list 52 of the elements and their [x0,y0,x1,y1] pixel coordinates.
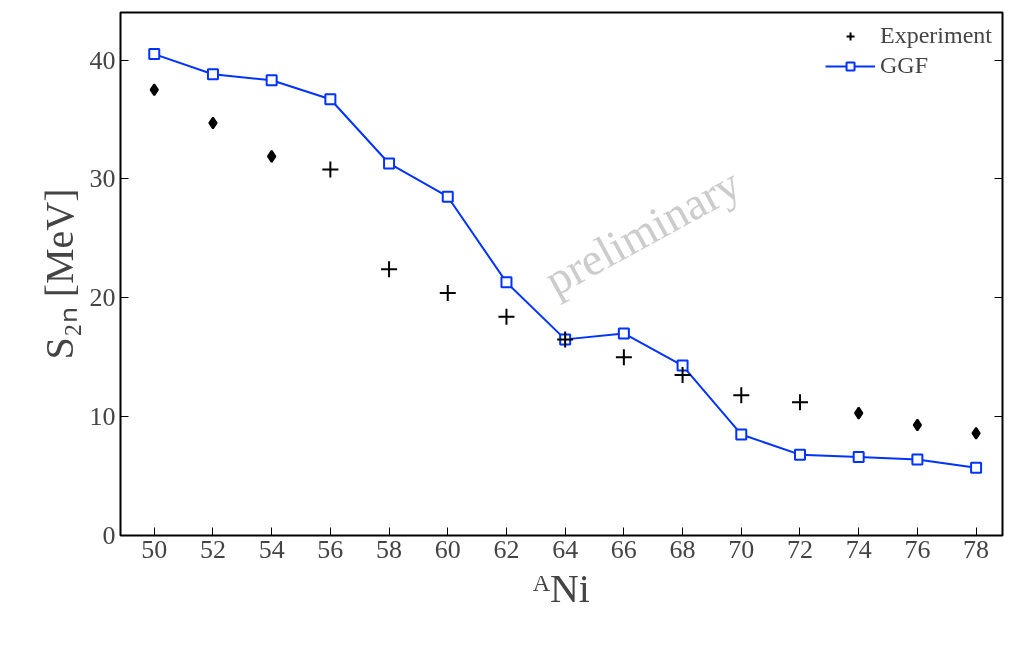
x-tick-label: 62 [493,534,520,564]
y-tick-label: 20 [89,283,116,313]
x-tick-label: 56 [317,534,344,564]
legend-label: GGF [880,52,929,79]
x-tick-label: 66 [610,534,637,564]
x-tick-label: 64 [552,534,579,564]
point [149,83,159,97]
point [790,393,809,412]
point [735,428,748,441]
y-tick-label: 30 [89,164,116,194]
point [614,348,633,367]
point [676,359,689,372]
x-tick-label: 50 [141,534,168,564]
point [148,48,161,61]
point [441,190,454,203]
point [617,327,630,340]
y-tick-label: 40 [89,45,116,75]
point [208,116,218,130]
point [383,157,396,170]
point [497,307,516,326]
x-tick-label: 70 [728,534,755,564]
point [732,386,751,405]
point [911,453,924,466]
x-tick-label: 58 [376,534,403,564]
point [793,448,806,461]
point [912,418,923,432]
x-tick-label: 68 [669,534,696,564]
point [380,260,399,279]
point [673,366,692,385]
x-tick-label: 54 [258,534,285,564]
point [324,93,337,106]
point [971,426,981,440]
point [321,160,340,179]
y-tick-label: 0 [102,521,116,550]
point [854,406,864,420]
x-tick-label: 74 [845,534,872,564]
point [265,74,278,87]
legend-label: Experiment [880,22,992,49]
point [852,451,865,464]
x-tick-label: 72 [786,534,813,564]
x-axis-title: ᴬNi [532,565,590,611]
x-tick-label: 60 [434,534,461,564]
point [206,68,219,81]
y-axis-title: S₂ₙ [MeV] [36,188,82,360]
x-tick-label: 76 [904,534,931,564]
x-tick-label: 78 [963,534,990,564]
x-tick-label: 52 [199,534,226,564]
point [500,276,513,289]
point [438,284,457,303]
y-tick-label: 10 [89,402,116,432]
point [970,461,983,474]
point [266,149,277,163]
